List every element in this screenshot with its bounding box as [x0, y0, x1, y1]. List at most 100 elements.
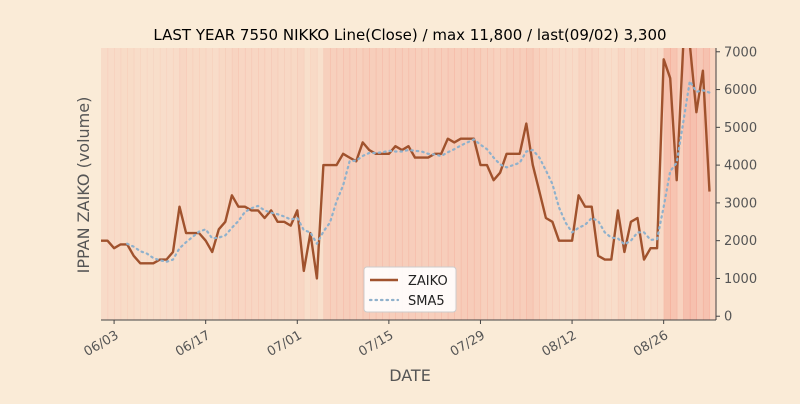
zaiko-line: [101, 48, 711, 280]
background-band: [558, 48, 567, 320]
background-band: [565, 48, 573, 320]
background-band: [120, 48, 128, 320]
background-band: [487, 48, 495, 320]
background-band: [179, 48, 187, 320]
background-band: [670, 48, 678, 320]
background-band: [578, 48, 586, 320]
background-band: [140, 48, 148, 320]
x-tick-label: 06/03: [82, 328, 122, 360]
background-band: [192, 48, 200, 320]
background-band: [702, 48, 711, 320]
x-tick-label: 07/15: [356, 328, 396, 360]
background-band: [146, 48, 154, 320]
background-band: [343, 48, 351, 320]
background-band: [539, 48, 547, 320]
background-band: [689, 48, 697, 320]
background-band: [271, 48, 279, 320]
y-tick-label: 5000: [724, 121, 757, 136]
background-band: [696, 48, 704, 320]
background-band: [251, 48, 259, 320]
chart-title: LAST YEAR 7550 NIKKO Line(Close) / max 1…: [153, 26, 666, 44]
background-band: [395, 48, 403, 320]
background-band: [172, 48, 181, 320]
background-band: [676, 48, 684, 320]
background-band: [362, 48, 370, 320]
background-band: [434, 48, 442, 320]
background-band: [637, 48, 645, 320]
background-band: [460, 48, 468, 320]
background-band: [133, 48, 141, 320]
background-band: [127, 48, 135, 320]
background-band: [101, 48, 109, 320]
background-band: [159, 48, 168, 320]
background-band: [683, 48, 691, 320]
y-tick-label: 0: [724, 310, 732, 325]
background-band: [467, 48, 475, 320]
background-band: [297, 48, 305, 320]
background-band: [186, 48, 194, 320]
background-band: [369, 48, 377, 320]
background-band: [421, 48, 429, 320]
background-band: [258, 48, 266, 320]
series-lines: [101, 48, 711, 280]
background-band: [591, 48, 599, 320]
background-band: [401, 48, 410, 320]
background-band: [428, 48, 436, 320]
y-tick-label: 6000: [724, 83, 757, 98]
background-band: [218, 48, 226, 320]
background-band: [604, 48, 612, 320]
y-tick-label: 2000: [724, 234, 757, 249]
background-band: [316, 48, 325, 320]
background-band: [336, 48, 344, 320]
background-band: [382, 48, 390, 320]
background-band: [107, 48, 115, 320]
background-band: [231, 48, 239, 320]
background-band: [375, 48, 383, 320]
x-tick-label: 08/26: [631, 328, 671, 360]
background-band: [212, 48, 220, 320]
background-band: [323, 48, 331, 320]
background-band: [473, 48, 482, 320]
x-tick-label: 08/12: [540, 328, 580, 360]
background-band: [441, 48, 449, 320]
background-band: [519, 48, 527, 320]
x-tick-label: 07/29: [448, 328, 488, 360]
background-band: [454, 48, 462, 320]
background-band: [611, 48, 619, 320]
background-band: [493, 48, 501, 320]
y-tick-label: 3000: [724, 196, 757, 211]
legend: ZAIKO SMA5: [363, 266, 457, 313]
legend-label: SMA5: [408, 294, 445, 309]
y-tick-label: 7000: [724, 45, 757, 60]
background-band: [415, 48, 423, 320]
background-band: [709, 48, 717, 320]
sma5-line: [126, 80, 711, 263]
background-band: [349, 48, 357, 320]
background-band: [388, 48, 397, 320]
background-band: [447, 48, 455, 320]
background-band: [506, 48, 514, 320]
background-band: [644, 48, 652, 320]
background-band: [284, 48, 292, 320]
background-band: [277, 48, 285, 320]
background-band: [598, 48, 606, 320]
background-band: [624, 48, 632, 320]
background-band: [153, 48, 161, 320]
background-band: [264, 48, 272, 320]
background-band: [500, 48, 508, 320]
x-axis-label: DATE: [389, 366, 431, 385]
x-tick-label: 07/01: [265, 328, 305, 360]
x-tick-label: 06/17: [173, 328, 213, 360]
legend-label: ZAIKO: [408, 274, 448, 289]
y-tick-label: 4000: [724, 159, 757, 174]
background-band: [545, 48, 554, 320]
background-band: [238, 48, 246, 320]
background-band: [199, 48, 207, 320]
background-band: [513, 48, 521, 320]
y-tick-label: 1000: [724, 272, 757, 287]
background-band: [205, 48, 213, 320]
background-band: [303, 48, 311, 320]
background-band: [480, 48, 488, 320]
background-band: [526, 48, 534, 320]
